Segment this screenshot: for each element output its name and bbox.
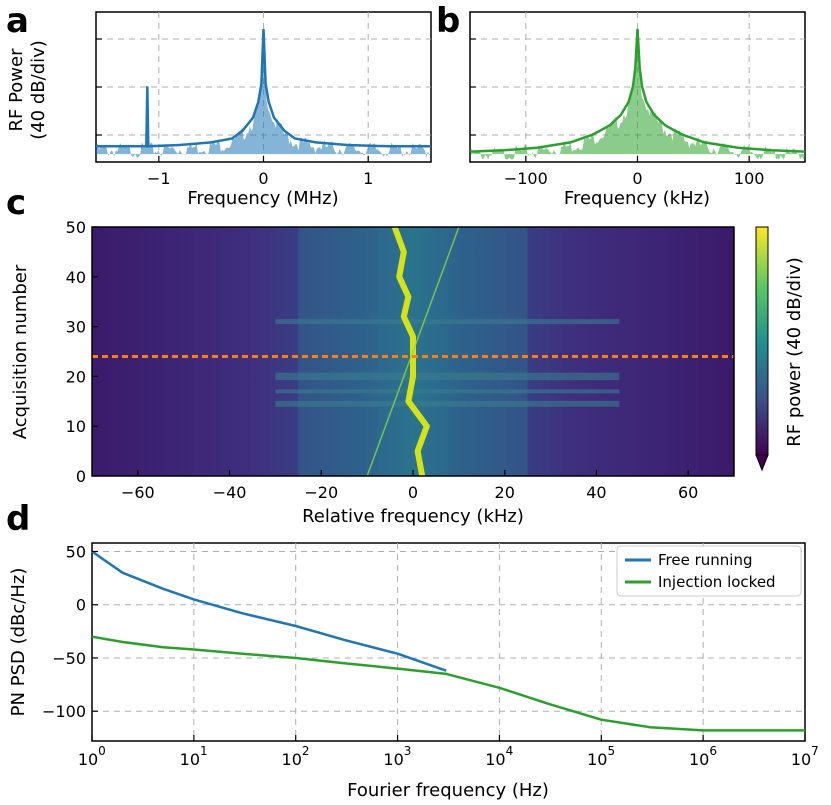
panel-label-a: a: [6, 1, 29, 41]
panel-a-xticks: −1 0 1: [147, 156, 373, 188]
panel-c-xtick-label: 40: [586, 483, 606, 502]
panel-b-xtick-label: −100: [504, 169, 548, 188]
heatmap-bands: [275, 227, 620, 476]
panel-b-xticks: −100 0 100: [504, 156, 765, 188]
panel-d-ytick-label: −50: [52, 649, 86, 668]
panel-d-xlabel: Fourier frequency (Hz): [347, 780, 549, 801]
panel-a-xtick-label: 1: [363, 169, 373, 188]
panel-d-series-free-running: [91, 550, 447, 672]
panel-d-ytick-label: 0: [76, 596, 86, 615]
panel-d-xtick-label: 10: [791, 750, 811, 769]
panel-c-ytick-label: 0: [76, 467, 86, 486]
panel-a-series-line: [96, 28, 431, 148]
panel-a-xlabel: Frequency (MHz): [187, 188, 338, 209]
panel-d-xtick-label: 10: [78, 750, 98, 769]
heatmap-band: [275, 319, 620, 325]
panel-b-xtick-label: 0: [632, 169, 642, 188]
panel-c-ytick-label: 20: [66, 367, 86, 386]
heatmap-band: [275, 389, 620, 394]
panel-b-series-noise-band: [470, 31, 805, 160]
panel-a-series-group: [96, 28, 431, 159]
panel-c-chart: −60 −40 −20 0 20 40 60 0 10 20 30 40 50 Relative fr…: [10, 218, 805, 527]
legend-label-free-running: Free running: [658, 551, 752, 569]
panel-c-xlabel: Relative frequency (kHz): [302, 506, 524, 527]
panel-label-b: b: [436, 1, 460, 41]
panel-b-series-line: [469, 28, 806, 153]
panel-b-xtick-label: 100: [734, 169, 765, 188]
panel-d-xtick-exponent: 2: [302, 744, 310, 758]
panel-d-xtick-exponent: 4: [506, 744, 514, 758]
panel-a-series-noise-band: [96, 31, 431, 159]
panel-a-xtick-label: −1: [147, 169, 171, 188]
panel-d-xtick-exponent: 3: [404, 744, 412, 758]
panel-d-xtick-exponent: 6: [709, 744, 717, 758]
panel-d-xtick-label: 10: [485, 750, 505, 769]
panel-c-yticks: 0 10 20 30 40 50: [66, 218, 98, 486]
panel-a-ylabel-line1: RF Power: [6, 48, 27, 132]
panel-d-ytick-label: −100: [42, 702, 86, 721]
panel-c-xtick-label: −40: [213, 483, 247, 502]
panel-c-ytick-label: 50: [66, 218, 86, 237]
panel-a-xtick-label: 0: [258, 169, 268, 188]
panel-d-series-group: [91, 550, 805, 732]
panel-c-xtick-label: 20: [495, 483, 515, 502]
panel-d-ylabel: PN PSD (dBc/Hz): [8, 568, 29, 717]
panel-c-ylabel: Acquisition number: [10, 264, 31, 439]
panel-d-frame: [91, 542, 806, 742]
panel-b-xlabel: Frequency (kHz): [564, 188, 710, 209]
panel-d-xtick-exponent: 5: [607, 744, 615, 758]
panel-d-xtick-label: 10: [383, 750, 403, 769]
panel-d-xtick-exponent: 7: [811, 744, 819, 758]
colorbar-extend-arrow: [755, 454, 769, 472]
heatmap-band: [275, 372, 620, 381]
heatmap-diagonal-trace: [366, 227, 460, 476]
panel-d-xtick-exponent: 1: [200, 744, 208, 758]
legend-label-injection-locked: Injection locked: [658, 573, 776, 591]
colorbar-label: RF power (40 dB/div): [784, 257, 805, 447]
panel-d-series-injection-locked: [91, 635, 805, 732]
panel-c-xtick-label: −20: [304, 483, 338, 502]
panel-d-xtick-label: 10: [180, 750, 200, 769]
heatmap-peak-track: [391, 227, 430, 476]
panel-c-ytick-label: 40: [66, 268, 86, 287]
legend: Free running Injection locked: [616, 545, 802, 597]
panel-d-ytick-label: 50: [66, 543, 86, 562]
panel-a-ylabel-line2: (40 dB/div): [28, 40, 49, 140]
panel-b-chart: −100 0 100 Frequency (kHz): [469, 11, 806, 209]
panel-d-yticks: 50 0 −50 −100: [42, 543, 98, 721]
legend-box: [616, 545, 802, 597]
colorbar: [755, 226, 769, 456]
panel-d-xtick-exponent: 0: [98, 744, 106, 758]
panel-label-c: c: [6, 183, 26, 223]
panel-label-d: d: [6, 499, 30, 539]
panel-c-xticks: −60 −40 −20 0 20 40 60: [121, 470, 698, 502]
panel-d-xticks: 10 0 10 1 10 2 10 3 10 4 10 5 10 6 10 7: [78, 735, 819, 769]
panel-d-chart: 10 0 10 1 10 2 10 3 10 4 10 5 10 6 10 7 500−50−100 Four…: [8, 542, 819, 801]
panel-c-ytick-label: 10: [66, 417, 86, 436]
panel-c-xtick-label: 0: [408, 483, 418, 502]
panel-c-ytick-label: 30: [66, 318, 86, 337]
panel-a-chart: −1 0 1 Frequency (MHz) RF Power (40 dB/div…: [6, 11, 432, 209]
panel-c-xtick-label: −60: [121, 483, 155, 502]
heatmap-band: [275, 400, 620, 407]
panel-d-xtick-label: 10: [689, 750, 709, 769]
panel-d-xtick-label: 10: [587, 750, 607, 769]
panel-c-xtick-label: 60: [678, 483, 698, 502]
panel-d-xtick-label: 10: [282, 750, 302, 769]
panel-b-series-group: [469, 28, 806, 160]
